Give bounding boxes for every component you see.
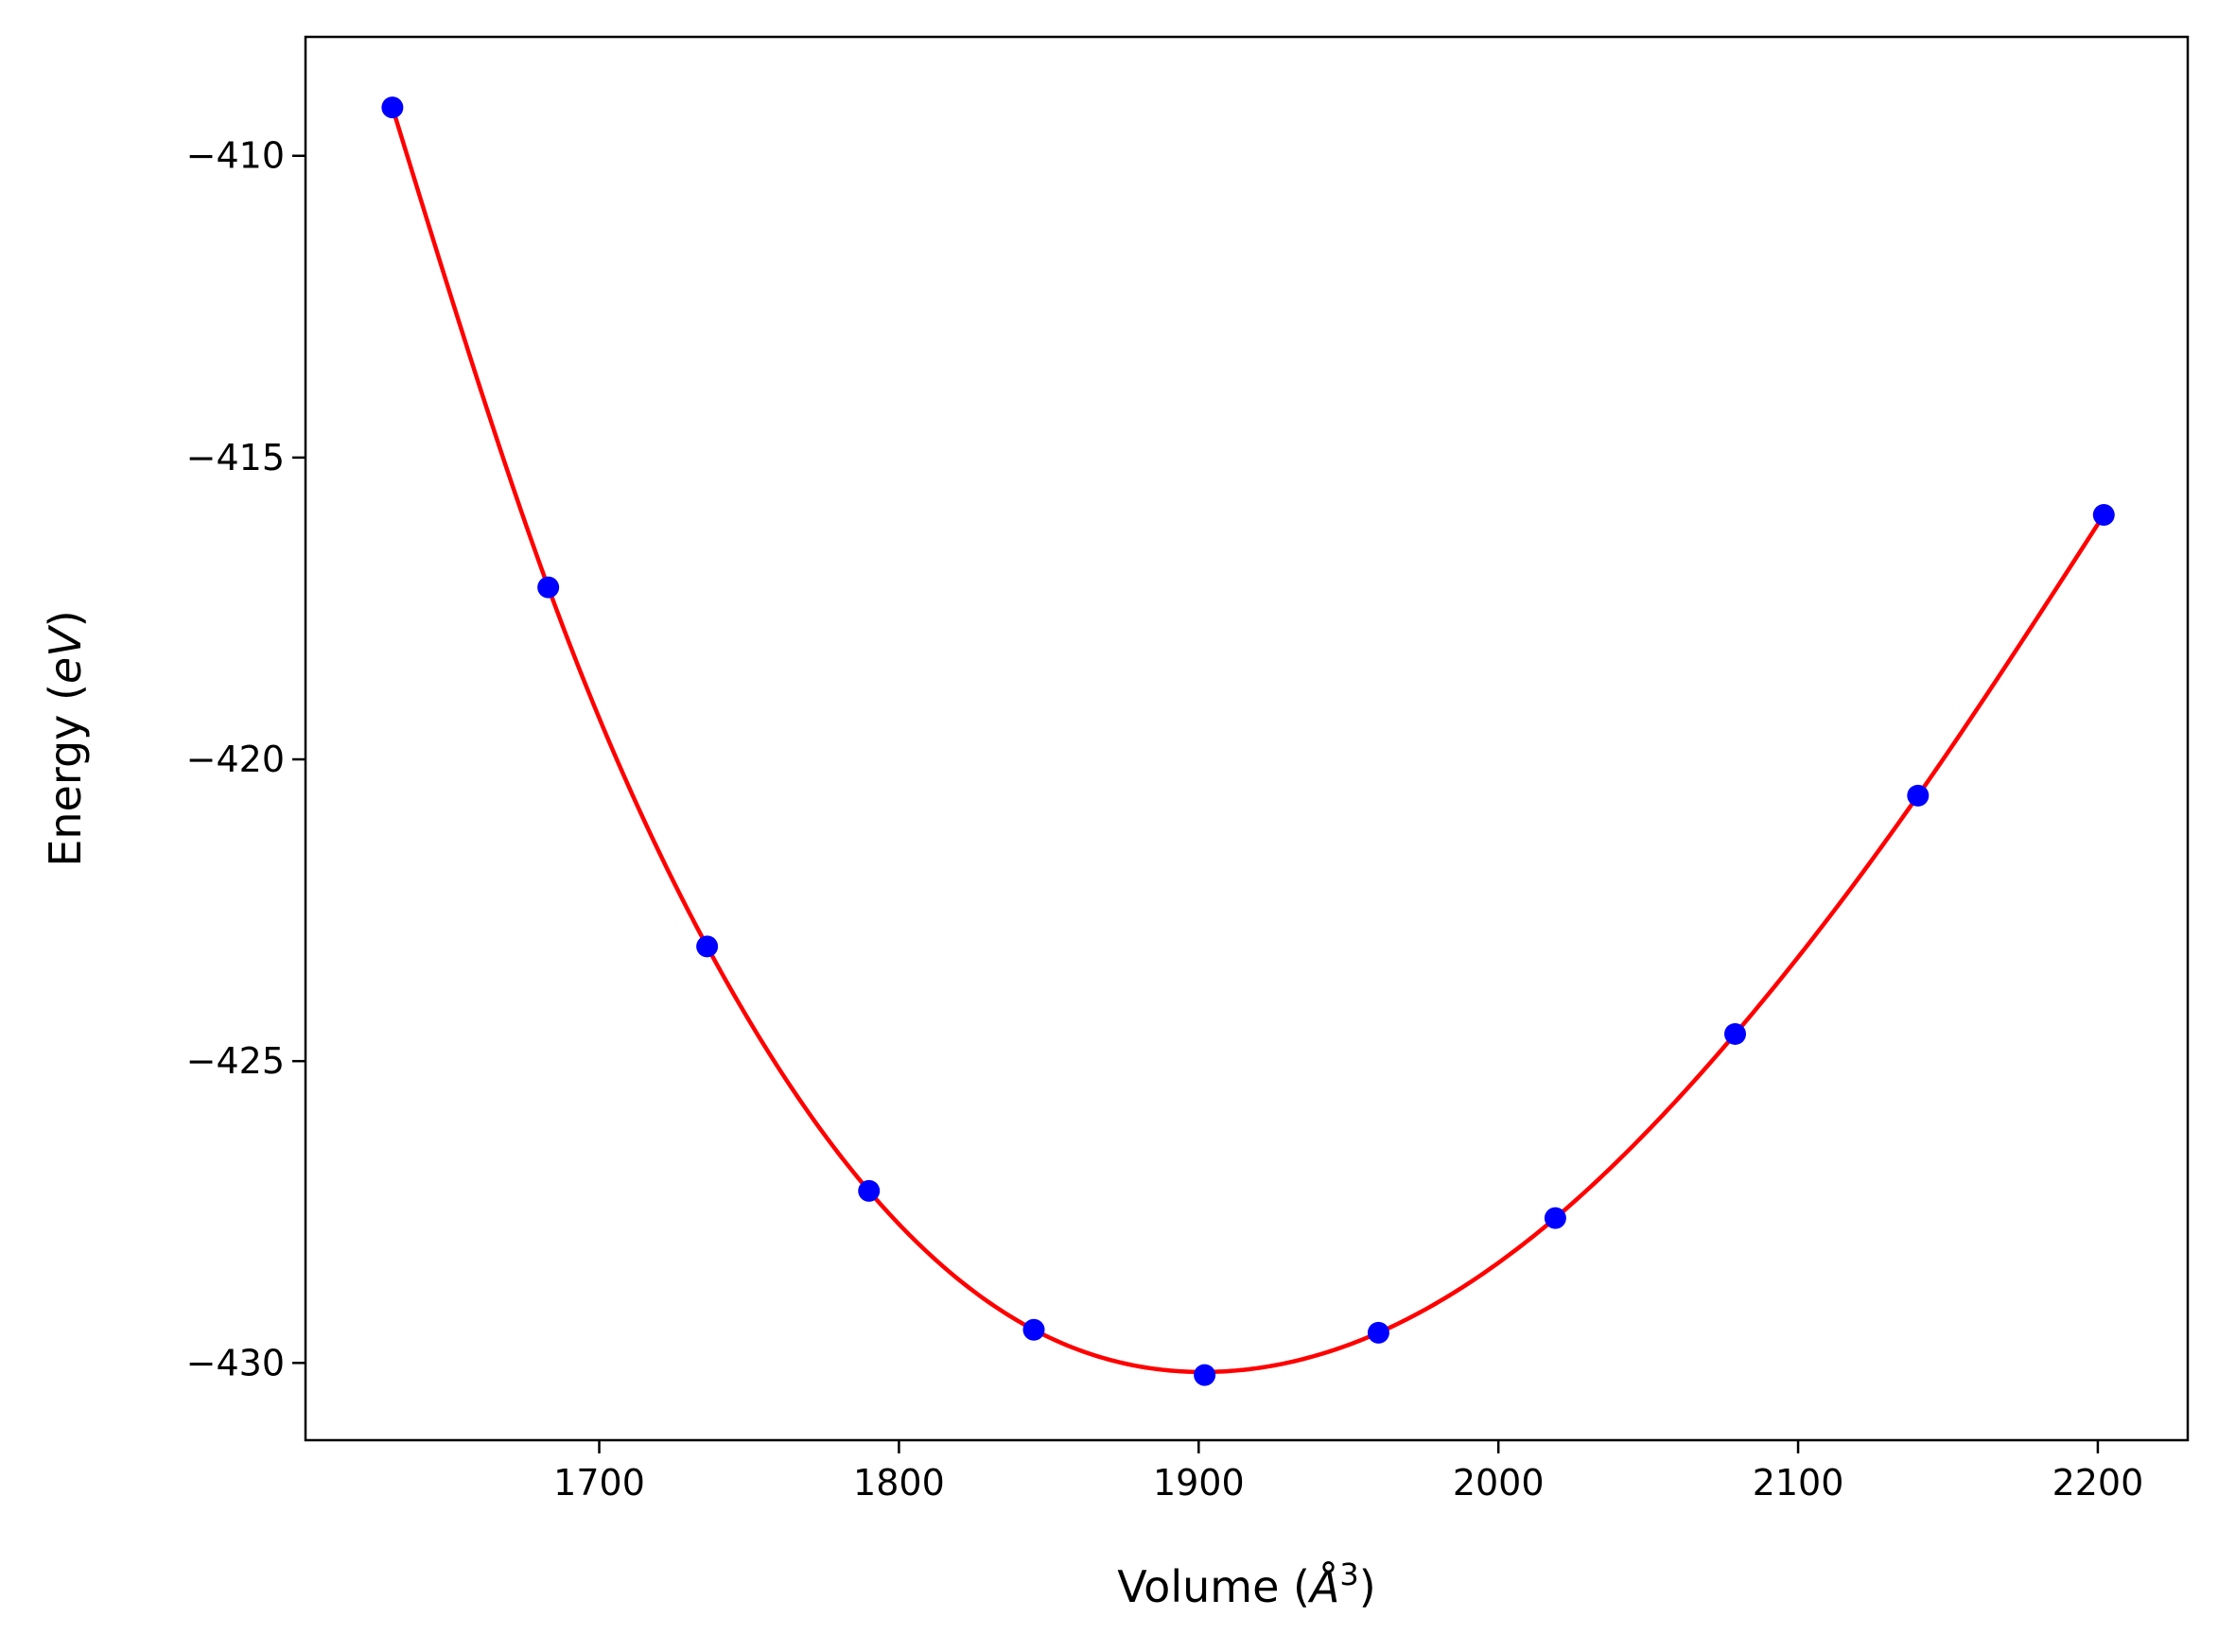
x-tick-label: 1800 xyxy=(853,1462,945,1504)
plot-area xyxy=(381,96,2115,1386)
data-point xyxy=(1544,1207,1566,1229)
x-tick-label: 2000 xyxy=(1453,1462,1545,1504)
data-point xyxy=(2092,504,2115,527)
y-tick-label: −415 xyxy=(186,437,285,478)
x-tick-label: 1700 xyxy=(553,1462,645,1504)
fit-curve xyxy=(390,107,2106,1375)
data-point xyxy=(537,576,560,599)
y-axis-label: Energy (eV) xyxy=(40,610,91,866)
y-axis: −410 −415 −420 −425 −430 xyxy=(186,135,306,1383)
data-point xyxy=(858,1179,881,1202)
y-tick-label: −420 xyxy=(186,739,285,780)
data-point xyxy=(381,96,404,119)
x-axis-label: Volume (Å3) xyxy=(1117,1556,1375,1612)
y-tick-label: −425 xyxy=(186,1040,285,1082)
x-tick-label: 2100 xyxy=(1753,1462,1844,1504)
x-tick-label: 2200 xyxy=(2052,1462,2144,1504)
y-tick-label: −430 xyxy=(186,1342,285,1383)
data-point xyxy=(696,935,719,958)
data-point xyxy=(1367,1321,1389,1344)
data-point xyxy=(1724,1022,1747,1045)
plot-frame xyxy=(304,35,2190,1442)
x-axis: 1700 1800 1900 2000 2100 2200 xyxy=(553,1440,2143,1504)
data-point xyxy=(1194,1364,1216,1386)
data-point xyxy=(1022,1318,1045,1341)
x-tick-label: 1900 xyxy=(1153,1462,1245,1504)
y-tick-label: −410 xyxy=(186,135,285,177)
data-point xyxy=(1907,784,1930,807)
